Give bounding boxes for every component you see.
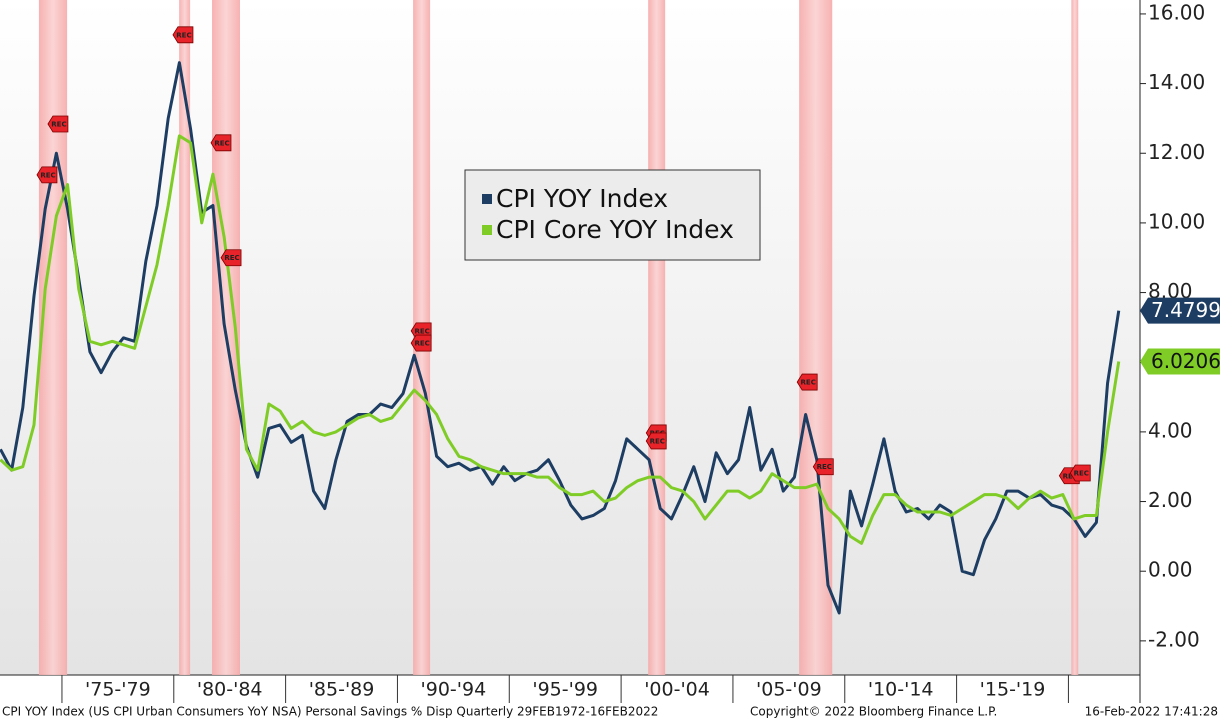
series-line xyxy=(0,61,1121,615)
footer-left: CPI YOY Index (US CPI Urban Consumers Yo… xyxy=(2,705,658,719)
last-value-tag xyxy=(1140,297,1220,324)
rec-marker xyxy=(36,166,58,184)
legend-label: CPI YOY Index xyxy=(496,184,668,213)
rec-marker xyxy=(172,26,194,44)
x-period-label: '05-'09 xyxy=(756,679,822,701)
rec-label: REC xyxy=(414,340,429,348)
x-period-label: '15-'19 xyxy=(980,679,1046,701)
last-value-tag xyxy=(1140,348,1220,375)
y-tick-label: 16.00 xyxy=(1148,0,1205,24)
footer-center: Copyright© 2022 Bloomberg Finance L.P. xyxy=(750,705,997,719)
legend-label: CPI Core YOY Index xyxy=(496,215,734,244)
x-period-label: '00-'04 xyxy=(644,679,710,701)
rec-label: REC xyxy=(817,463,832,471)
legend-swatch xyxy=(482,194,492,204)
x-period-label: '75-'79 xyxy=(85,679,151,701)
rec-label: REC xyxy=(1063,472,1078,480)
y-tick-label: 12.00 xyxy=(1148,140,1205,164)
recession-band xyxy=(179,0,191,675)
rec-label: REC xyxy=(224,254,239,262)
rec-label: REC xyxy=(40,171,55,179)
x-period-label: '85-'89 xyxy=(309,679,375,701)
rec-label: REC xyxy=(650,437,665,445)
footer-right: 16-Feb-2022 17:41:28 xyxy=(1085,705,1218,719)
rec-marker xyxy=(645,432,667,450)
rec-marker xyxy=(210,134,232,152)
rec-label: REC xyxy=(51,120,66,128)
series-line xyxy=(0,134,1121,545)
recession-band xyxy=(38,0,68,675)
y-tick-label: 0.00 xyxy=(1148,558,1193,582)
recession-band xyxy=(1071,0,1079,675)
rec-marker xyxy=(410,334,432,352)
y-tick-label: 10.00 xyxy=(1148,209,1205,233)
rec-label: REC xyxy=(214,139,229,147)
rec-marker xyxy=(796,373,818,391)
rec-marker xyxy=(1069,464,1091,482)
y-tick-label: 4.00 xyxy=(1148,418,1193,442)
legend-swatch xyxy=(482,225,492,235)
rec-marker xyxy=(47,115,69,133)
rec-label: REC xyxy=(414,327,429,335)
x-period-label: '90-'94 xyxy=(421,679,487,701)
rec-label: REC xyxy=(176,31,191,39)
x-period-label: '10-'14 xyxy=(868,679,934,701)
x-axis-band xyxy=(0,675,1140,703)
y-tick-label: 2.00 xyxy=(1148,488,1193,512)
last-value-label: 7.4799 xyxy=(1151,298,1221,322)
y-tick-label: -2.00 xyxy=(1148,627,1200,651)
x-period-label: '95-'99 xyxy=(532,679,598,701)
rec-label: REC xyxy=(1074,469,1089,477)
recession-band xyxy=(648,0,666,675)
rec-label: REC xyxy=(801,379,816,387)
y-tick-label: 14.00 xyxy=(1148,70,1205,94)
legend-box xyxy=(464,169,761,261)
last-value-label: 6.0206 xyxy=(1151,349,1221,373)
rec-marker xyxy=(220,249,242,267)
rec-marker xyxy=(812,458,834,476)
x-period-label: '80-'84 xyxy=(197,679,263,701)
